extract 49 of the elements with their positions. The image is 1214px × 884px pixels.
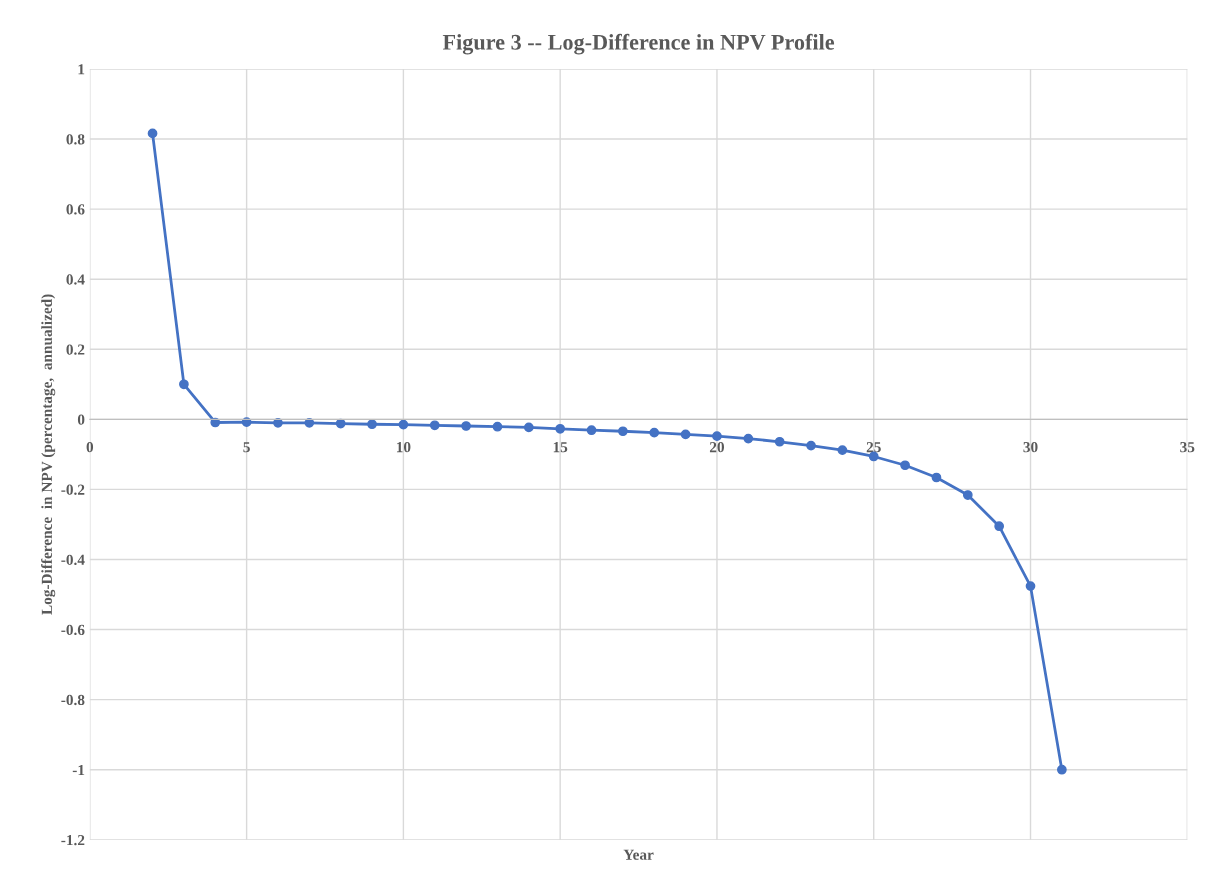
y-axis-title: Log-Difference in NPV (percentage, annualized)	[41, 294, 56, 615]
point	[1057, 764, 1067, 775]
point	[618, 426, 628, 437]
point	[461, 421, 471, 431]
point	[179, 379, 189, 390]
y-tick-label: -1.2	[61, 834, 85, 846]
y-tick-label: -1	[72, 764, 85, 776]
y-tick-label: -0.8	[61, 694, 85, 706]
point	[1025, 581, 1036, 591]
point	[398, 419, 409, 430]
y-tick-label: 0.8	[66, 134, 85, 145]
point	[555, 423, 566, 434]
x-tick-label: 5	[243, 442, 250, 453]
y-tick-label: -0.6	[61, 624, 85, 636]
point	[743, 433, 754, 444]
point	[837, 445, 848, 456]
y-tick-label: 1	[78, 64, 85, 75]
point	[273, 417, 283, 428]
x-tick-label: 15	[553, 442, 568, 453]
point	[900, 460, 910, 471]
chart-title: Figure 3 -- Log-Difference in NPV Profile	[442, 33, 835, 55]
x-tick-label: 25	[866, 442, 881, 453]
y-tick-label: 0.4	[66, 274, 85, 285]
y-tick-label: 0.6	[66, 204, 85, 215]
point	[492, 421, 503, 432]
x-tick-label: 35	[1180, 442, 1195, 453]
point	[241, 417, 252, 428]
y-tick-label: -0.2	[61, 484, 85, 495]
point	[649, 427, 660, 438]
point	[962, 490, 973, 500]
point	[429, 420, 440, 431]
x-tick-label: 10	[396, 442, 411, 453]
point	[680, 429, 691, 440]
x-tick-label: 20	[709, 442, 725, 453]
point	[586, 425, 597, 436]
x-tick-label: 0	[86, 442, 94, 453]
point	[774, 436, 785, 447]
point	[806, 440, 816, 451]
x-tick-label: 30	[1023, 442, 1038, 453]
y-tick-label: 0.2	[66, 344, 85, 355]
point	[712, 431, 722, 442]
point	[994, 521, 1005, 532]
point	[147, 128, 158, 139]
x-axis-title: Year	[623, 849, 654, 860]
y-tick-label: 0	[77, 414, 85, 425]
point	[523, 422, 534, 433]
point	[931, 472, 942, 483]
y-tick-label: -0.4	[61, 554, 85, 566]
point	[367, 419, 377, 430]
